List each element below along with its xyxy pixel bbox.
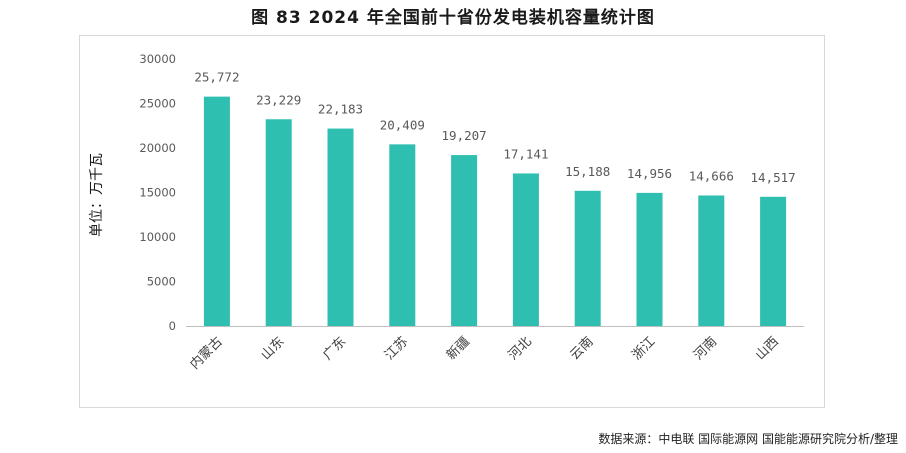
x-tick-label: 浙江 — [629, 334, 658, 363]
x-axis: 内蒙古 山东 广东 江苏 新疆 河北 云南 浙江 河南 山西 — [186, 326, 804, 373]
y-tick-label: 30000 — [139, 52, 176, 66]
bar-6 — [512, 173, 539, 326]
data-label: 23,229 — [256, 92, 301, 107]
x-tick-label: 河北 — [506, 334, 535, 363]
x-tick-label: 河南 — [690, 334, 720, 364]
page-title: 图 83 2024 年全国前十省份发电装机容量统计图 — [251, 8, 655, 28]
data-label: 22,183 — [318, 102, 363, 117]
data-labels: 25,772 23,229 22,183 20,409 19,207 17,141 15,1… — [194, 70, 795, 185]
data-label: 15,188 — [565, 164, 610, 179]
x-tick-label: 山西 — [753, 334, 782, 363]
x-tick-label: 山东 — [259, 334, 288, 363]
x-tick-label: 内蒙古 — [187, 334, 226, 373]
bar-8 — [636, 192, 663, 326]
bar-5 — [451, 155, 478, 326]
bar-9 — [698, 195, 725, 326]
data-label: 14,666 — [689, 168, 734, 183]
y-tick-label: 20000 — [139, 141, 176, 155]
bar-3 — [327, 128, 354, 326]
y-tick-label: 10000 — [139, 230, 176, 244]
bars — [203, 96, 787, 326]
bar-1 — [203, 96, 230, 326]
x-tick-label: 广东 — [320, 334, 349, 363]
y-tick-label: 5000 — [147, 275, 176, 289]
x-tick-label: 新疆 — [443, 334, 473, 364]
data-label: 17,141 — [503, 146, 548, 161]
y-axis-title: 单位：万千瓦 — [89, 153, 105, 237]
bar-10 — [760, 196, 787, 326]
y-tick-label: 25000 — [139, 97, 176, 111]
data-label: 14,517 — [751, 170, 796, 185]
y-axis: 0 5000 10000 15000 20000 25000 30000 — [139, 52, 176, 333]
x-tick-label: 江苏 — [381, 334, 411, 364]
data-label: 25,772 — [194, 70, 239, 85]
data-label: 20,409 — [380, 117, 425, 132]
y-tick-label: 0 — [169, 319, 176, 333]
bar-2 — [265, 119, 292, 326]
data-label: 19,207 — [442, 128, 487, 143]
data-label: 14,956 — [627, 166, 672, 181]
bar-7 — [574, 190, 601, 326]
y-tick-label: 15000 — [139, 186, 176, 200]
x-tick-label: 云南 — [567, 334, 597, 364]
source-note: 数据来源：中电联 国际能源网 国能能源研究院分析/整理 — [598, 432, 898, 446]
bar-4 — [389, 144, 416, 326]
